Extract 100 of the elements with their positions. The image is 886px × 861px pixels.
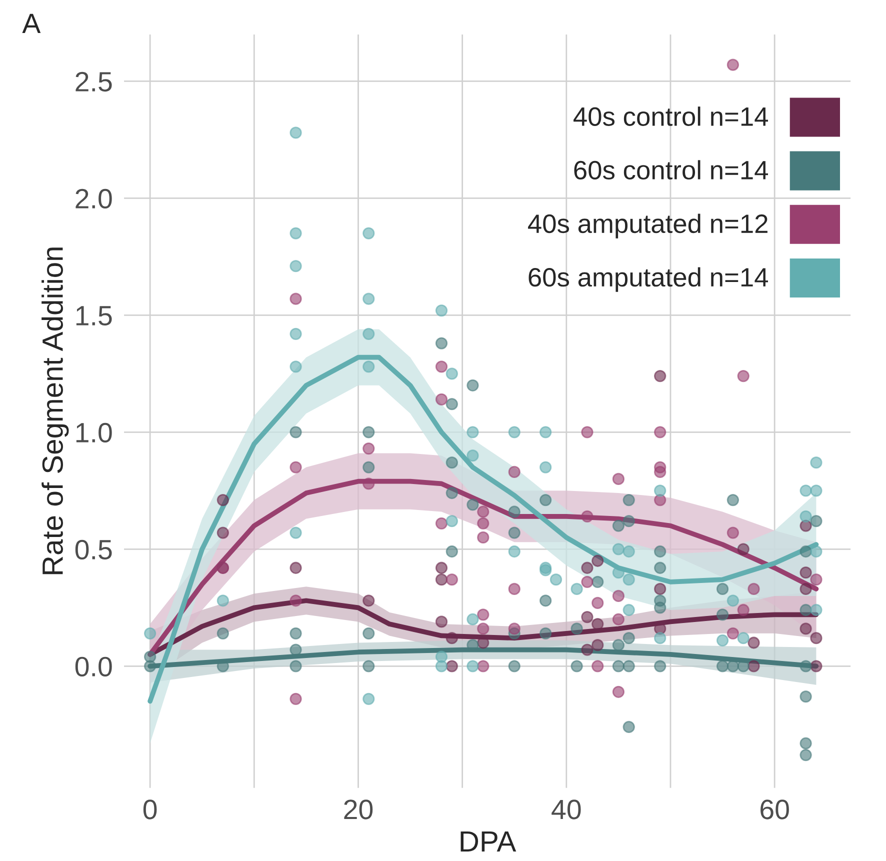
legend-label: 40s control n=14 [574,106,768,126]
y-tick-label: 1.5 [76,306,112,326]
point [622,660,635,672]
point [622,574,635,586]
point [508,660,520,672]
point [446,545,458,558]
y-tick-label: 0.0 [75,656,112,676]
point [800,582,812,596]
point [800,748,812,762]
point [800,660,812,672]
point [540,426,552,438]
point [540,461,552,474]
point [216,494,229,506]
point [362,660,375,672]
point [612,472,625,486]
point [466,426,479,438]
point [581,576,594,588]
point [290,328,302,340]
point [508,526,520,539]
point [592,639,604,652]
point [800,566,812,579]
point [570,582,583,596]
point [800,484,812,497]
point [654,602,666,614]
point [737,543,750,556]
point [612,543,625,556]
point [737,632,750,644]
point [362,227,375,240]
point [290,126,302,139]
point [446,486,458,500]
point [622,632,635,644]
point [362,292,375,305]
point [810,545,822,558]
point [570,660,583,672]
point [540,494,552,506]
point [477,506,490,518]
point [654,660,666,672]
point [435,574,448,586]
point [726,660,740,672]
point [477,517,490,530]
point [508,622,520,635]
point [290,292,302,305]
point [800,690,812,703]
point [216,526,229,539]
point [446,456,458,469]
point [622,545,635,558]
point [748,636,760,649]
point [622,494,635,506]
x-tick-label: 0 [143,800,157,820]
point [362,360,375,373]
point [726,494,740,506]
point [362,328,375,340]
point [508,506,520,518]
point [592,596,604,610]
point [612,639,625,652]
point [748,660,760,672]
point [810,660,822,672]
point [581,426,594,438]
y-tick-label: 2.5 [76,72,112,92]
point [290,526,302,539]
point [592,576,604,588]
point [810,632,822,644]
point [290,627,302,640]
y-tick-label: 0.5 [75,540,112,560]
point [612,613,625,626]
point [726,58,740,71]
point [654,426,666,438]
point [508,545,520,558]
point [508,582,520,596]
point [466,660,479,672]
point [654,484,666,497]
point [581,644,594,656]
point [290,594,302,607]
point [654,545,666,558]
point [540,564,552,576]
point [435,393,448,406]
x-tick-label: 40 [552,800,581,820]
point [810,604,822,616]
point [290,227,302,240]
point [737,604,750,616]
point [466,498,479,511]
point [144,627,156,640]
point [290,360,302,373]
point [446,368,458,380]
point [435,304,448,317]
point [570,622,583,635]
point [800,545,812,558]
point [290,260,302,272]
point [477,660,490,672]
point [362,594,375,607]
point [612,520,625,532]
point [435,337,448,350]
point [800,622,812,635]
point [435,517,448,530]
point [612,660,625,672]
point [800,604,812,616]
point [446,632,458,644]
point [748,582,760,596]
point [654,370,666,382]
point [612,686,625,698]
